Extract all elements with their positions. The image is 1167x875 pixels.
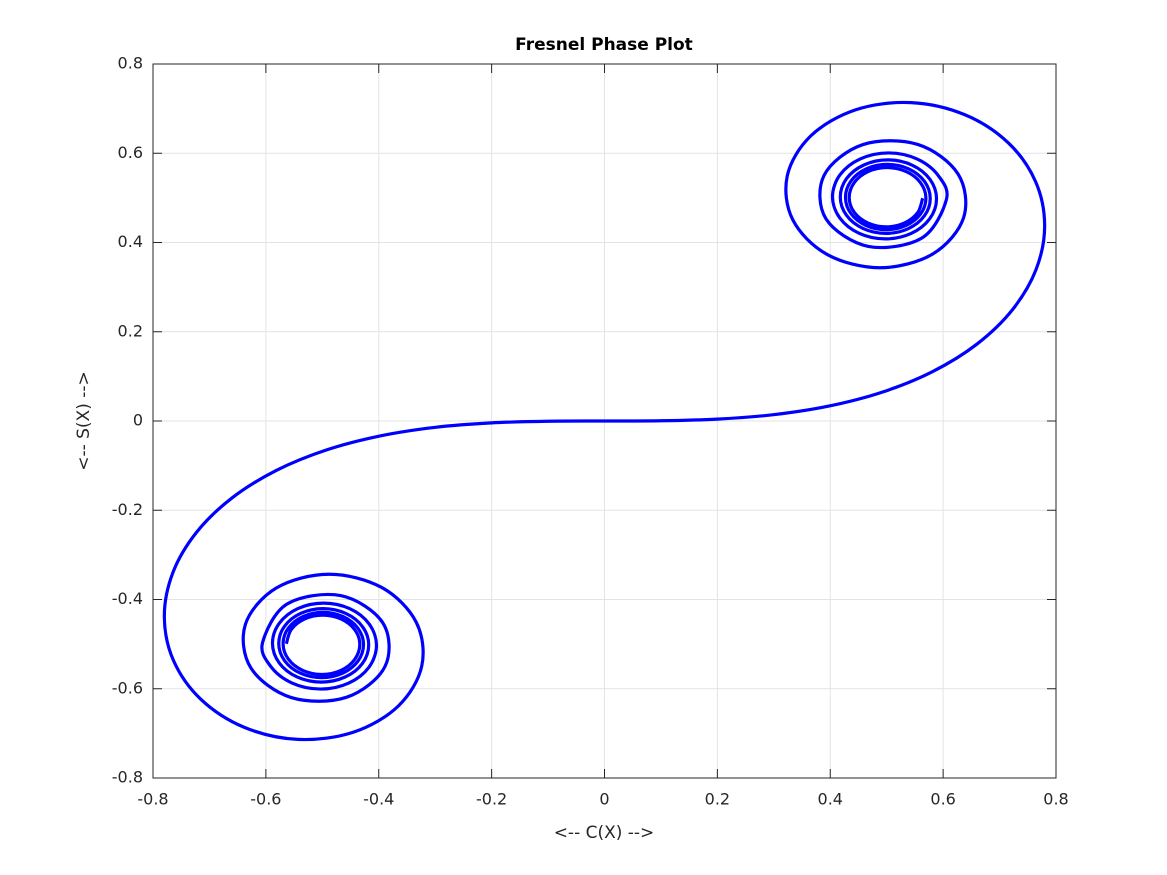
y-tick-label: 0.8 [118,54,143,73]
chart-title: Fresnel Phase Plot [515,35,693,55]
x-tick-label: 0 [599,790,609,809]
x-tick-label: 0.4 [818,790,843,809]
x-tick-label: 0.6 [930,790,955,809]
y-tick-label: -0.2 [112,500,143,519]
y-tick-label: -0.4 [112,589,143,608]
x-tick-label: -0.6 [250,790,281,809]
y-tick-label: -0.8 [112,768,143,787]
x-tick-label: 0.8 [1043,790,1068,809]
x-tick-label: -0.8 [137,790,168,809]
x-axis-label: <-- C(X) --> [554,823,655,843]
x-tick-label: 0.2 [705,790,730,809]
y-tick-label: 0.4 [118,232,143,251]
y-axis-label: <-- S(X) --> [74,371,94,471]
y-tick-label: 0.6 [118,143,143,162]
y-tick-label: -0.6 [112,678,143,697]
y-tick-label: 0.2 [118,321,143,340]
plot-layer [162,100,1047,742]
curve [162,100,1047,742]
y-tick-label: 0 [133,411,143,430]
x-tick-label: -0.4 [363,790,394,809]
x-tick-label: -0.2 [476,790,507,809]
